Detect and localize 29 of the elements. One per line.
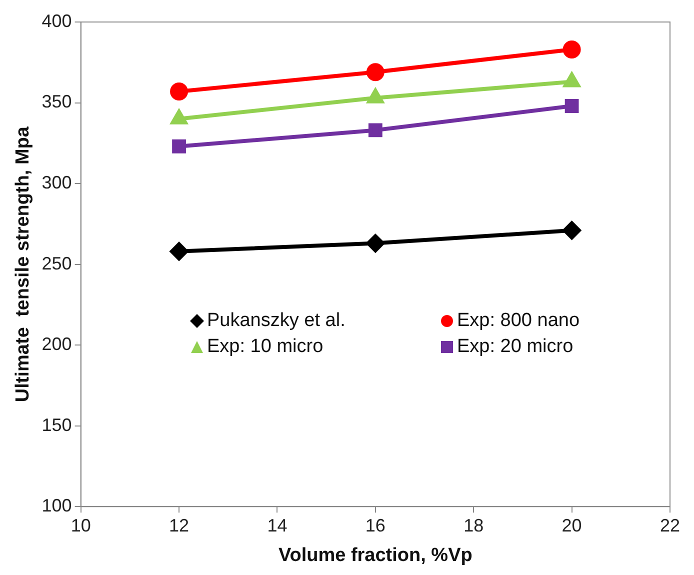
x-tick-label: 16 xyxy=(365,515,386,536)
y-tick-label: 150 xyxy=(42,414,72,435)
x-tick-label: 14 xyxy=(267,515,288,536)
y-tick-label: 400 xyxy=(42,10,72,31)
x-tick-label: 22 xyxy=(660,515,680,536)
legend-label: Exp: 10 micro xyxy=(207,336,324,357)
x-tick-label: 12 xyxy=(169,515,190,536)
point xyxy=(562,221,581,240)
y-axis-title: Ultimate tensile strength, Mpa xyxy=(12,126,34,402)
legend-label: Exp: 20 micro xyxy=(457,336,574,357)
point xyxy=(366,63,384,82)
y-tick-label: 250 xyxy=(42,253,72,274)
x-tick-label: 18 xyxy=(464,515,484,536)
x-axis-title: Volume fraction, %Vp xyxy=(278,544,472,566)
x-tick-label: 10 xyxy=(70,515,91,536)
point xyxy=(366,234,384,252)
legend-label: Exp: 800 nano xyxy=(457,310,580,331)
y-tick-label: 300 xyxy=(42,172,72,192)
point xyxy=(170,82,188,100)
point xyxy=(564,99,579,113)
y-tick-label: 200 xyxy=(42,334,72,354)
point xyxy=(170,242,188,260)
x-tick-label: 20 xyxy=(562,515,582,536)
legend-label: Pukanszky et al. xyxy=(207,310,346,331)
point xyxy=(172,139,186,154)
point xyxy=(368,123,382,138)
y-tick-label: 100 xyxy=(42,496,72,516)
point xyxy=(562,40,581,58)
y-tick-label: 350 xyxy=(42,92,72,112)
